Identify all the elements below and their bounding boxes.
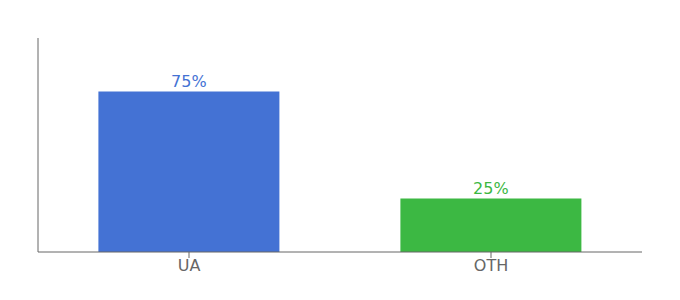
svg-text:UA: UA	[178, 256, 201, 275]
svg-text:75%: 75%	[171, 72, 207, 91]
svg-text:25%: 25%	[473, 179, 509, 198]
svg-text:OTH: OTH	[474, 256, 508, 275]
